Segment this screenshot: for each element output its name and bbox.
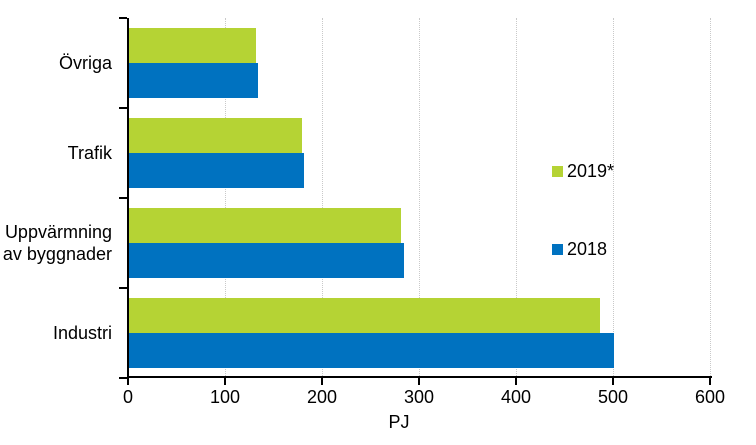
plot-area — [127, 18, 712, 378]
x-axis-tick — [127, 378, 129, 385]
category-label: Uppvärmning av byggnader — [2, 222, 112, 264]
category-label: Industri — [52, 323, 112, 343]
y-axis-tick — [119, 377, 127, 379]
x-axis-tick — [709, 378, 711, 385]
bar — [129, 153, 304, 188]
x-axis-tick — [224, 378, 226, 385]
bar — [129, 243, 404, 278]
x-tick-label: 0 — [122, 387, 134, 407]
gridline — [225, 18, 226, 376]
x-tick-label: 600 — [694, 387, 726, 407]
gridline — [516, 18, 517, 376]
y-axis-tick — [119, 17, 127, 19]
bar — [129, 208, 401, 243]
x-tick-label: 500 — [597, 387, 629, 407]
y-axis-tick — [119, 287, 127, 289]
gridline — [710, 18, 711, 376]
x-axis-tick — [321, 378, 323, 385]
bar — [129, 28, 257, 63]
x-axis-tick — [418, 378, 420, 385]
x-tick-label: 300 — [403, 387, 435, 407]
y-axis-tick — [119, 107, 127, 109]
x-axis-tick — [612, 378, 614, 385]
category-label: Övriga — [58, 53, 112, 73]
gridline — [322, 18, 323, 376]
x-axis-tick — [515, 378, 517, 385]
gridline — [613, 18, 614, 376]
bar — [129, 63, 258, 98]
bar — [129, 333, 614, 368]
x-axis-title: PJ — [388, 412, 410, 432]
x-tick-label: 400 — [500, 387, 532, 407]
x-tick-label: 200 — [306, 387, 338, 407]
bar — [129, 118, 302, 153]
x-tick-label: 100 — [209, 387, 241, 407]
gridline — [419, 18, 420, 376]
category-label: Trafik — [67, 143, 112, 163]
y-axis-tick — [119, 197, 127, 199]
bar — [129, 298, 601, 333]
